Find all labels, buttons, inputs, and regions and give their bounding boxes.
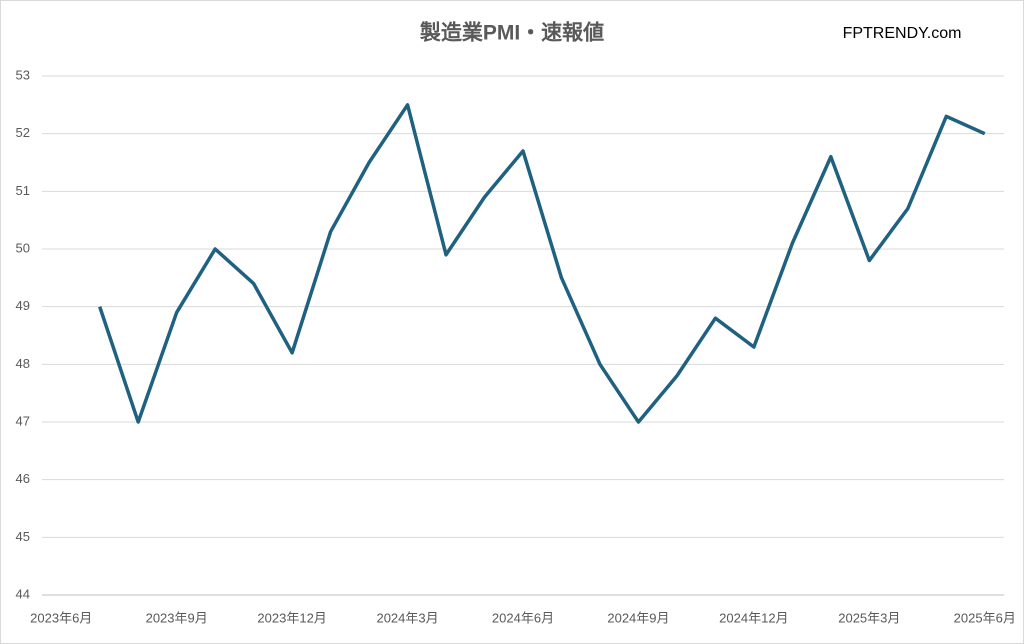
y-tick-label: 49 xyxy=(16,298,30,313)
y-tick-label: 50 xyxy=(16,240,30,255)
y-tick-label: 44 xyxy=(16,586,30,601)
series-line xyxy=(98,103,986,424)
y-tick-label: 47 xyxy=(16,413,30,428)
x-tick-label: 2023年6月 xyxy=(30,610,92,625)
x-tick-label: 2024年3月 xyxy=(376,610,438,625)
x-tick-label: 2024年6月 xyxy=(492,610,554,625)
x-tick-label: 2025年6月 xyxy=(954,610,1016,625)
chart-title: 製造業PMI・速報値 xyxy=(419,21,604,45)
y-tick-label: 48 xyxy=(16,356,30,371)
y-tick-label: 45 xyxy=(16,529,30,544)
x-tick-label: 2025年3月 xyxy=(838,610,900,625)
y-tick-label: 46 xyxy=(16,471,30,486)
x-tick-label: 2024年9月 xyxy=(607,610,669,625)
x-tick-label: 2023年9月 xyxy=(146,610,208,625)
y-tick-label: 53 xyxy=(16,67,30,82)
y-tick-label: 51 xyxy=(16,183,30,198)
x-tick-label: 2024年12月 xyxy=(719,610,788,625)
x-tick-label: 2023年12月 xyxy=(257,610,326,625)
y-tick-label: 52 xyxy=(16,125,30,140)
watermark: FPTRENDY.com xyxy=(843,25,962,42)
